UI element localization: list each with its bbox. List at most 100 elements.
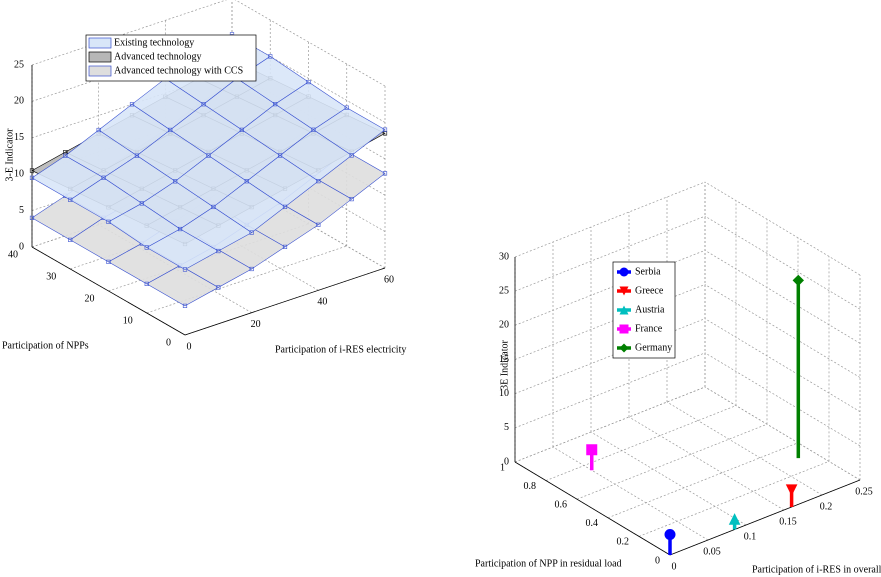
surface-point <box>139 201 144 206</box>
x-tick-label: 0.2 <box>820 501 833 512</box>
legend-label: Germany <box>635 342 672 353</box>
x-tick-label: 60 <box>384 274 394 285</box>
legend-label: Serbia <box>635 266 661 277</box>
grid-line <box>704 215 861 310</box>
legend-label: Advanced technology with CCS <box>114 65 243 76</box>
legend-marker <box>619 324 629 334</box>
surface-point <box>101 175 106 180</box>
stem-marker <box>664 529 676 540</box>
stem-marker <box>785 484 798 497</box>
surface-point <box>268 54 273 59</box>
z-tick-label: 5 <box>504 422 509 433</box>
surface-point <box>216 248 221 254</box>
x-tick-label: 0.15 <box>779 516 797 527</box>
z-tick-label: 15 <box>499 354 509 365</box>
grid-line <box>552 446 709 541</box>
grid-line <box>31 0 228 66</box>
surface-point <box>382 171 388 176</box>
surface-point <box>29 175 35 180</box>
y-tick-label: 0 <box>655 555 660 566</box>
surface-point <box>249 230 254 235</box>
surface-point <box>316 179 321 184</box>
surface-point <box>311 127 316 132</box>
surface-point <box>182 267 188 272</box>
surface-point <box>277 153 283 158</box>
surface-point <box>106 259 111 264</box>
grid-line <box>514 284 706 360</box>
x-tick-label: 0.1 <box>744 531 757 542</box>
z-tick-label: 10 <box>14 168 24 179</box>
x-tick-label: 0.05 <box>703 546 721 557</box>
axis-line <box>31 246 186 336</box>
surface-point <box>244 179 249 184</box>
y-tick-label: 1 <box>500 462 505 473</box>
legend-marker <box>619 343 629 353</box>
z-axis-label: 3E Indicator <box>499 339 510 389</box>
y-tick-label: 20 <box>85 293 95 304</box>
surface-point <box>382 127 388 132</box>
legend-swatch <box>88 65 112 77</box>
surface-point <box>68 197 73 202</box>
x-tick-label: 0 <box>672 561 677 572</box>
grid-line <box>590 431 747 526</box>
surface-point <box>211 204 216 210</box>
surface-point <box>68 237 73 242</box>
grid-line <box>607 442 799 519</box>
y-tick-label: 0.8 <box>524 481 537 492</box>
y-tick-label: 40 <box>8 249 18 260</box>
y-tick-label: 0 <box>166 337 171 348</box>
grid-line <box>704 181 861 276</box>
surface-point <box>129 102 135 107</box>
grid-line <box>704 250 861 344</box>
z-tick-label: 5 <box>19 205 24 216</box>
grid-line <box>146 245 347 314</box>
y-tick-label: 0.6 <box>555 499 568 510</box>
legend-box <box>85 34 257 82</box>
surface-point <box>29 168 35 173</box>
stem-marker <box>792 274 805 287</box>
surface-point <box>173 179 178 184</box>
legend-marker <box>619 305 629 315</box>
grid-line <box>628 416 785 511</box>
x-axis-label: Participation of i-RES in overall load <box>752 564 881 575</box>
surface-point <box>249 266 254 272</box>
legend-swatch <box>88 51 112 63</box>
y-tick-label: 0.4 <box>586 518 599 529</box>
y-tick-label: 0.2 <box>617 537 630 548</box>
surface-point <box>106 219 111 224</box>
z-tick-label: 25 <box>499 285 509 296</box>
legend-label: Greece <box>635 285 664 296</box>
grid-line <box>576 423 768 500</box>
z-tick-label: 20 <box>499 320 509 331</box>
surface-point <box>182 303 188 308</box>
y-axis-label: Participation of NPP in residual load <box>475 558 622 569</box>
surface-point <box>239 127 244 132</box>
axis-line <box>669 479 861 556</box>
grid-line <box>704 318 861 412</box>
z-tick-label: 20 <box>14 96 24 107</box>
legend-swatch <box>88 37 112 49</box>
y-tick-label: 30 <box>46 271 56 282</box>
surface-point <box>168 127 173 133</box>
grid-line <box>514 352 706 429</box>
surface-point <box>349 153 354 158</box>
z-axis-label: 3-E Indicator <box>4 128 15 182</box>
grid-line <box>231 34 386 123</box>
x-tick-label: 20 <box>251 319 261 330</box>
stem-marker <box>586 444 598 456</box>
grid-line <box>514 215 706 292</box>
x-axis-label: Participation of i-RES electricity <box>275 344 406 355</box>
surface-point <box>29 215 35 220</box>
grid-line <box>514 386 706 463</box>
surface-point <box>96 127 101 133</box>
surface-point <box>144 245 149 250</box>
y-axis-label: Participation of NPPs <box>2 340 89 351</box>
surface-point <box>206 153 211 158</box>
surface-point <box>134 153 140 158</box>
legend-label: Austria <box>635 304 665 315</box>
surface-point <box>63 153 68 158</box>
grid-line <box>545 405 737 481</box>
grid-line <box>704 386 861 481</box>
legend-marker <box>619 286 629 296</box>
